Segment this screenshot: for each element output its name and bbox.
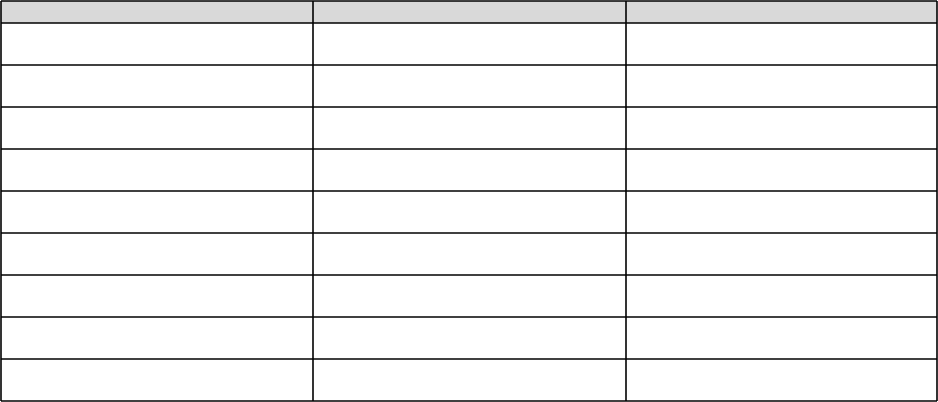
header-row (1, 1, 937, 23)
